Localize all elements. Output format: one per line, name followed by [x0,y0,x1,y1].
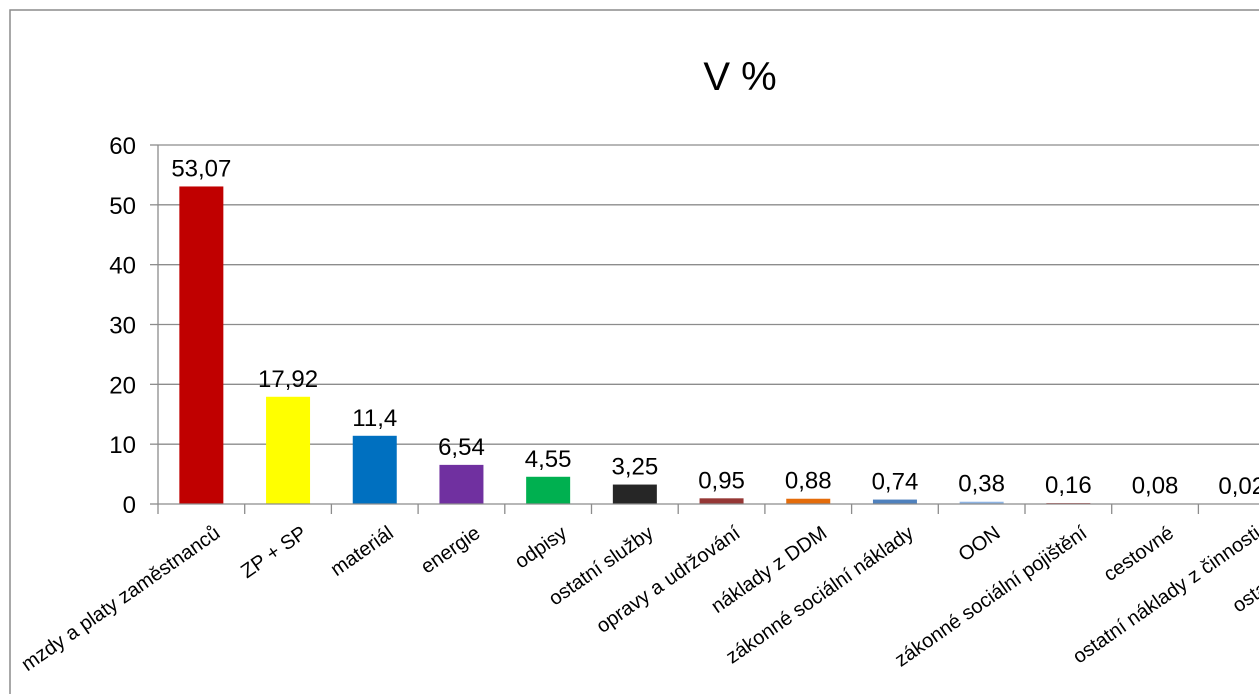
y-tick-label: 40 [109,253,136,280]
bar [612,484,657,504]
bar [526,476,571,504]
data-label: 6,54 [438,434,485,461]
bar [266,396,311,504]
gridlines [158,144,1259,445]
data-label: 53,07 [171,155,231,182]
bar [959,501,1004,504]
data-label: 0,02 [1218,473,1259,500]
y-axis: 0 10 20 30 40 50 60 [109,133,159,519]
bar [352,435,397,504]
bars [179,186,1259,505]
y-tick-label: 0 [123,492,136,519]
bar [439,464,484,504]
data-label: 0,38 [958,471,1005,498]
data-label: 0,08 [1132,473,1179,500]
bar [179,186,224,505]
data-label: 4,55 [525,446,572,473]
y-tick-label: 20 [109,372,136,399]
bar [786,498,831,504]
data-label: 11,4 [352,405,397,432]
data-labels: 53,07 17,92 11,4 6,54 4,55 3,25 0,95 0,88 0,74 0,… [171,155,1259,499]
data-label: 17,92 [258,366,318,393]
data-label: 0,95 [698,467,745,494]
y-tick-label: 60 [109,133,136,160]
y-tick-label: 10 [109,432,136,459]
y-tick-label: 30 [109,313,136,340]
data-label: 3,25 [611,454,658,481]
bar [699,498,744,504]
data-label: 0,88 [785,468,832,495]
bar [872,499,917,504]
y-tick-label: 50 [109,193,136,220]
data-label: 0,16 [1045,472,1092,499]
chart-title: V % [703,55,776,99]
data-label: 0,74 [872,469,919,496]
